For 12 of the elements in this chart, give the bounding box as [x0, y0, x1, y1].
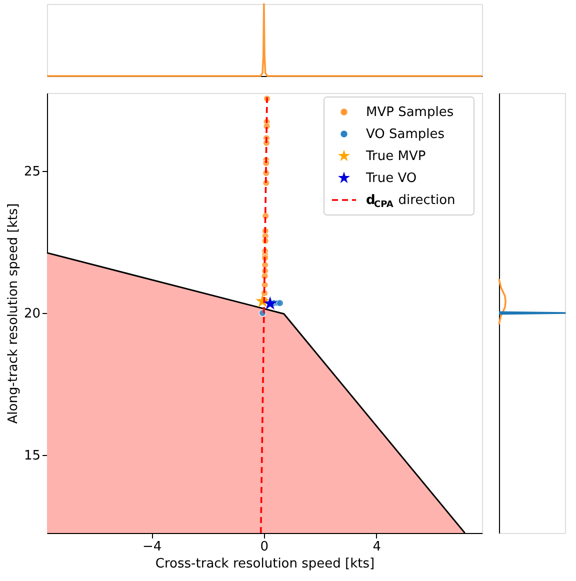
legend-label: MVP Samples — [366, 105, 454, 120]
x-tick-label: −4 — [142, 540, 162, 554]
x-tick-label: 4 — [372, 540, 381, 554]
legend-label: True VO — [365, 171, 417, 186]
y-axis-title: Along-track resolution speed [kts] — [6, 203, 21, 424]
x-tick-label: 0 — [260, 540, 269, 554]
y-tick-label: 20 — [24, 306, 40, 322]
legend-label: VO Samples — [366, 127, 445, 142]
x-axis-title: Cross-track resolution speed [kts] — [155, 556, 375, 572]
y-tick-label: 15 — [24, 448, 40, 464]
legend-label: True MVP — [365, 149, 426, 164]
y-tick-label: 25 — [24, 164, 40, 180]
